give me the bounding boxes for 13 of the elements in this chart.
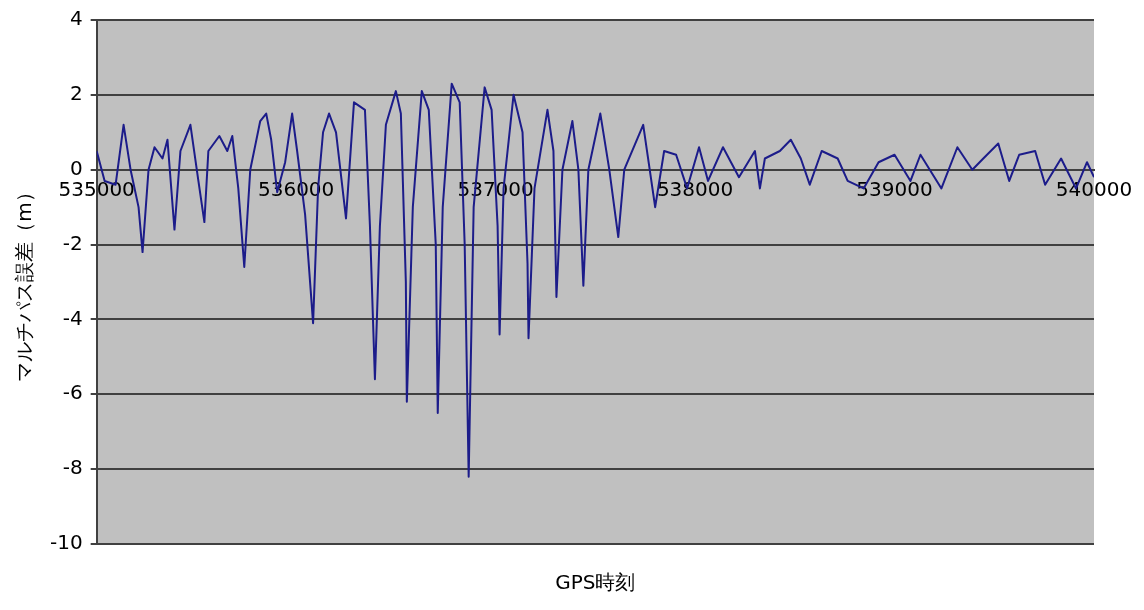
y-tick-label: -4 xyxy=(62,305,83,330)
y-tick-label: -2 xyxy=(62,230,83,255)
y-tick-label: -6 xyxy=(62,380,83,405)
x-tick-label: 540000 xyxy=(1055,176,1133,201)
x-axis-title: GPS時刻 xyxy=(555,570,636,595)
y-tick-label: -8 xyxy=(62,455,83,480)
y-tick-label: 2 xyxy=(69,81,83,106)
y-axis-title: マルチパス誤差（m） xyxy=(12,182,37,382)
y-tick-label: 0 xyxy=(69,155,83,180)
y-tick-label: -10 xyxy=(49,530,83,555)
x-tick-label: 539000 xyxy=(856,176,933,201)
x-tick-label: 538000 xyxy=(656,176,734,201)
y-tick-label: 4 xyxy=(69,6,83,31)
